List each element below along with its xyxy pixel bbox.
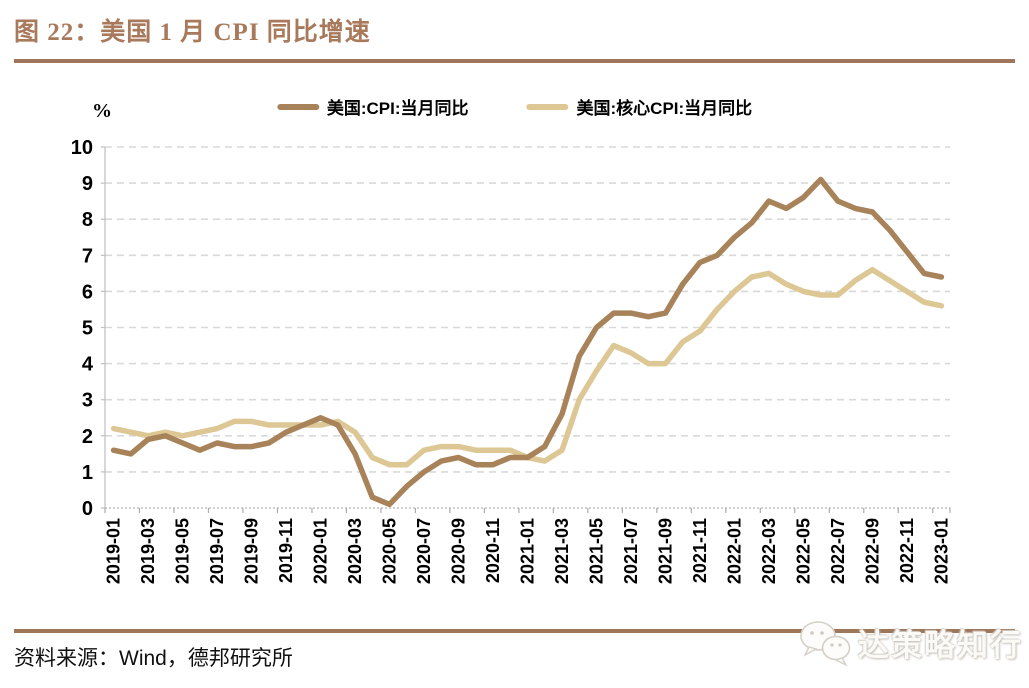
svg-text:2023-01: 2023-01 xyxy=(931,518,951,584)
figure-title: 图 22：美国 1 月 CPI 同比增速 xyxy=(14,19,371,46)
svg-text:2022-05: 2022-05 xyxy=(793,518,813,584)
svg-text:2019-11: 2019-11 xyxy=(276,518,296,583)
legend-label-cpi: 美国:CPI:当月同比 xyxy=(326,99,469,118)
svg-text:7: 7 xyxy=(82,245,93,267)
svg-text:2022-03: 2022-03 xyxy=(759,518,779,584)
svg-text:2: 2 xyxy=(82,426,93,448)
svg-text:6: 6 xyxy=(82,281,93,303)
svg-text:9: 9 xyxy=(82,173,93,195)
svg-text:2019-01: 2019-01 xyxy=(104,518,124,584)
svg-text:2021-11: 2021-11 xyxy=(690,518,710,583)
svg-text:2020-07: 2020-07 xyxy=(414,518,434,584)
svg-text:2022-09: 2022-09 xyxy=(862,518,882,584)
legend-swatch-core-cpi xyxy=(526,103,569,110)
svg-text:4: 4 xyxy=(82,354,94,376)
svg-text:2021-07: 2021-07 xyxy=(621,518,641,584)
svg-text:2020-11: 2020-11 xyxy=(483,518,503,583)
svg-text:2022-07: 2022-07 xyxy=(828,518,848,584)
series-cpi-line xyxy=(110,176,945,508)
svg-text:2019-03: 2019-03 xyxy=(138,518,158,584)
legend-label-core-cpi: 美国:核心CPI:当月同比 xyxy=(576,99,753,118)
svg-text:2021-01: 2021-01 xyxy=(518,518,538,584)
svg-text:0: 0 xyxy=(82,498,93,520)
svg-text:2021-09: 2021-09 xyxy=(655,518,675,584)
legend-item-cpi: 美国:CPI:当月同比 xyxy=(276,94,469,119)
svg-text:2021-05: 2021-05 xyxy=(586,518,606,584)
svg-text:2021-03: 2021-03 xyxy=(552,518,572,584)
svg-text:2019-09: 2019-09 xyxy=(242,518,262,584)
source-text: 资料来源：Wind，德邦研究所 xyxy=(14,647,293,670)
top-divider xyxy=(14,59,1015,63)
svg-text:8: 8 xyxy=(82,209,93,231)
svg-text:2019-07: 2019-07 xyxy=(207,518,227,584)
x-axis-labels: 2019-01 2019-03 2019-05 2019-07 2019-09 2019-… xyxy=(104,518,952,584)
y-gridlines xyxy=(101,146,950,509)
svg-text:2022-11: 2022-11 xyxy=(897,518,917,583)
bottom-divider xyxy=(14,629,1015,633)
watermark-label: 达策略知行 xyxy=(858,627,1023,663)
svg-text:2020-09: 2020-09 xyxy=(449,518,469,584)
svg-text:2019-05: 2019-05 xyxy=(173,518,193,584)
svg-text:2020-01: 2020-01 xyxy=(311,518,331,584)
svg-text:2020-05: 2020-05 xyxy=(380,518,400,584)
svg-text:10: 10 xyxy=(71,137,93,159)
svg-text:2022-01: 2022-01 xyxy=(724,518,744,584)
cpi-line-chart: 0 1 2 3 4 5 6 7 8 9 10 2019-01 2019-03 2019-05 2019-07… xyxy=(71,137,952,584)
svg-text:1: 1 xyxy=(82,462,93,484)
svg-text:2020-03: 2020-03 xyxy=(345,518,365,584)
chart-legend: 美国:CPI:当月同比 美国:核心CPI:当月同比 xyxy=(276,94,753,119)
legend-swatch-cpi xyxy=(276,103,319,110)
watermark: 达策略知行 xyxy=(796,617,1023,667)
wechat-icon xyxy=(800,621,851,667)
y-axis-labels: 0 1 2 3 4 5 6 7 8 9 10 xyxy=(71,137,94,520)
legend-item-core-cpi: 美国:核心CPI:当月同比 xyxy=(526,94,753,119)
svg-text:3: 3 xyxy=(82,390,93,412)
x-axis-ticks xyxy=(104,508,951,513)
svg-text:5: 5 xyxy=(82,318,93,340)
y-axis-unit-label: % xyxy=(92,100,112,122)
